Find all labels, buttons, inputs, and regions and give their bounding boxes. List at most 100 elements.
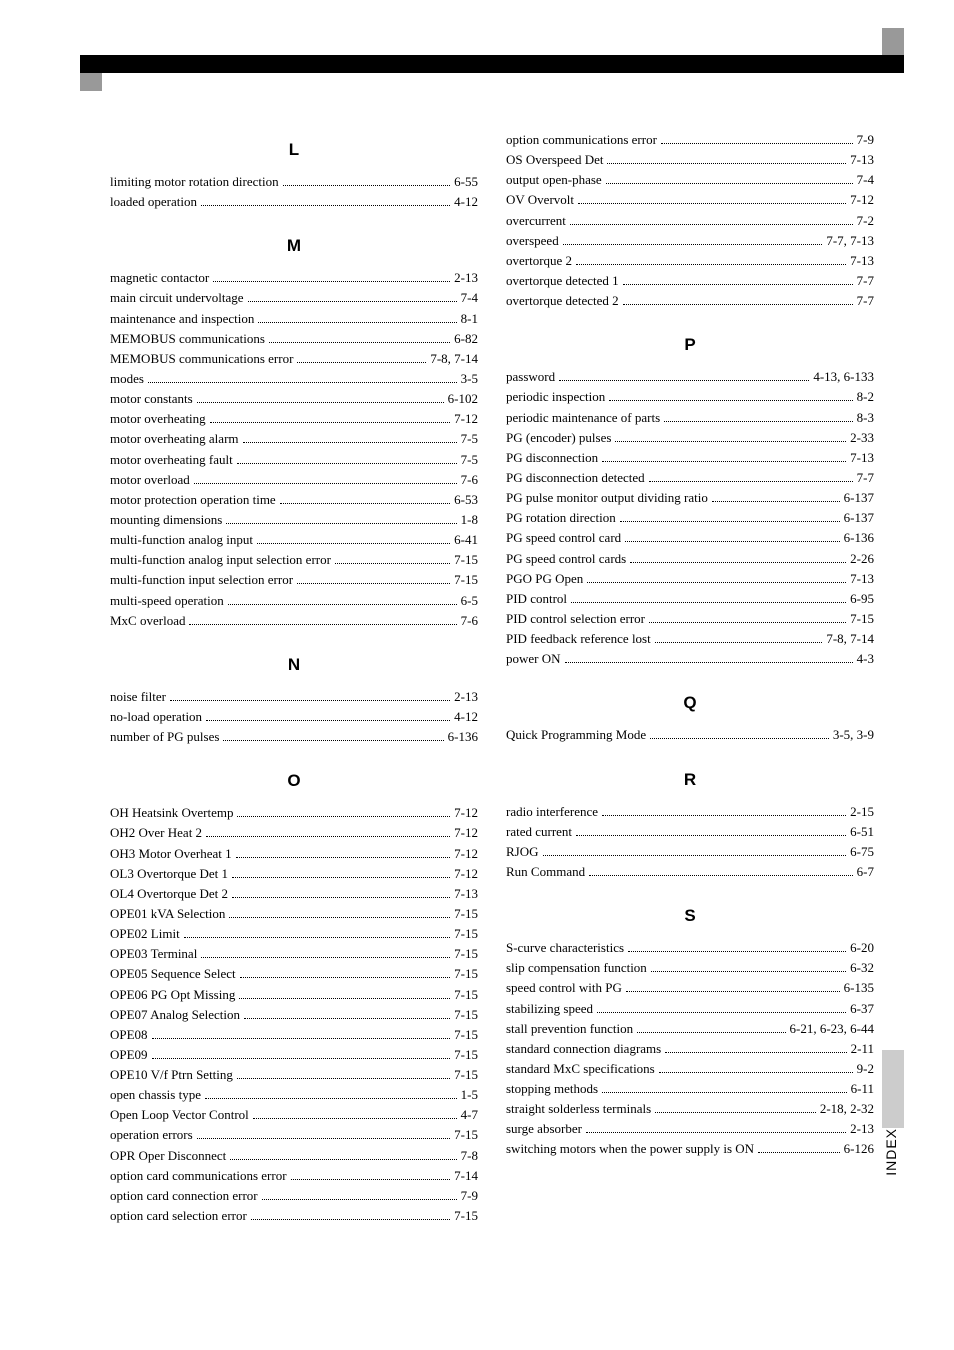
- index-entry-page: 6-5: [461, 591, 478, 611]
- index-entry: straight solderless terminals2-18, 2-32: [506, 1099, 874, 1119]
- index-entry-label: OPE05 Sequence Select: [110, 964, 236, 984]
- index-entry-page: 7-7, 7-13: [826, 231, 874, 251]
- index-entry-page: 6-51: [850, 822, 874, 842]
- index-entry-page: 6-137: [844, 488, 874, 508]
- index-entry: noise filter2-13: [110, 687, 478, 707]
- index-entry-label: option card connection error: [110, 1186, 258, 1206]
- index-entry: option card communications error7-14: [110, 1166, 478, 1186]
- index-entry-page: 8-3: [857, 408, 874, 428]
- leader-dots: [226, 523, 456, 524]
- index-entry: PID feedback reference lost7-8, 7-14: [506, 629, 874, 649]
- leader-dots: [197, 1138, 450, 1139]
- index-entry-label: open chassis type: [110, 1085, 201, 1105]
- index-entry-label: MEMOBUS communications error: [110, 349, 293, 369]
- index-entry: OPE06 PG Opt Missing7-15: [110, 985, 478, 1005]
- index-entry: OPE02 Limit7-15: [110, 924, 478, 944]
- section-letter: P: [506, 335, 874, 355]
- index-entry-label: MxC overload: [110, 611, 185, 631]
- index-entry: mounting dimensions1-8: [110, 510, 478, 530]
- index-entry-label: noise filter: [110, 687, 166, 707]
- index-entry: PID control6-95: [506, 589, 874, 609]
- index-entry-page: 8-2: [857, 387, 874, 407]
- leader-dots: [253, 1118, 457, 1119]
- index-entry: Quick Programming Mode3-5, 3-9: [506, 725, 874, 745]
- leader-dots: [237, 463, 457, 464]
- leader-dots: [628, 951, 846, 952]
- leader-dots: [148, 382, 457, 383]
- index-entry-page: 7-6: [461, 470, 478, 490]
- leader-dots: [240, 977, 451, 978]
- index-entry: no-load operation4-12: [110, 707, 478, 727]
- index-entry-page: 7-15: [454, 550, 478, 570]
- index-entry: open chassis type1-5: [110, 1085, 478, 1105]
- index-entry-page: 6-37: [850, 999, 874, 1019]
- index-entry-label: motor constants: [110, 389, 193, 409]
- index-entry-label: Quick Programming Mode: [506, 725, 646, 745]
- index-entry-label: password: [506, 367, 555, 387]
- leader-dots: [244, 1018, 450, 1019]
- index-entry-label: OV Overvolt: [506, 190, 574, 210]
- leader-dots: [712, 501, 840, 502]
- index-entry-page: 7-12: [454, 864, 478, 884]
- index-entry-page: 6-102: [448, 389, 478, 409]
- leader-dots: [597, 1012, 846, 1013]
- index-entry: stall prevention function6-21, 6-23, 6-4…: [506, 1019, 874, 1039]
- index-entry-label: OH3 Motor Overheat 1: [110, 844, 232, 864]
- header-bar: [80, 55, 904, 73]
- index-entry: OH2 Over Heat 27-12: [110, 823, 478, 843]
- index-entry-label: motor protection operation time: [110, 490, 276, 510]
- leader-dots: [576, 835, 846, 836]
- index-entry-page: 7-13: [454, 884, 478, 904]
- section-letter: Q: [506, 693, 874, 713]
- leader-dots: [248, 301, 457, 302]
- index-entry-label: OS Overspeed Det: [506, 150, 603, 170]
- leader-dots: [630, 562, 846, 563]
- index-entry: periodic inspection8-2: [506, 387, 874, 407]
- index-entry: periodic maintenance of parts 8-3: [506, 408, 874, 428]
- index-entry-label: stopping methods: [506, 1079, 598, 1099]
- index-entry-label: radio interference: [506, 802, 598, 822]
- index-entry-page: 7-15: [454, 904, 478, 924]
- index-entry: power ON4-3: [506, 649, 874, 669]
- index-entry: stopping methods6-11: [506, 1079, 874, 1099]
- index-entry-label: overcurrent: [506, 211, 566, 231]
- index-entry-page: 7-9: [857, 130, 874, 150]
- index-entry-page: 2-26: [850, 549, 874, 569]
- index-entry: motor overload7-6: [110, 470, 478, 490]
- index-entry-page: 7-5: [461, 450, 478, 470]
- leader-dots: [291, 1179, 451, 1180]
- leader-dots: [665, 1052, 846, 1053]
- leader-dots: [650, 738, 829, 739]
- index-entry-label: motor overheating fault: [110, 450, 233, 470]
- index-entry-page: 7-15: [454, 944, 478, 964]
- leader-dots: [335, 563, 450, 564]
- index-entry-label: Run Command: [506, 862, 585, 882]
- index-entry: motor overheating fault 7-5: [110, 450, 478, 470]
- leader-dots: [189, 624, 456, 625]
- leader-dots: [602, 461, 846, 462]
- index-entry: multi-function input selection error7-15: [110, 570, 478, 590]
- index-entry-page: 7-12: [454, 409, 478, 429]
- section-letter: N: [110, 655, 478, 675]
- leader-dots: [283, 185, 451, 186]
- section-letter: O: [110, 771, 478, 791]
- leader-dots: [230, 1159, 456, 1160]
- index-entry: surge absorber2-13: [506, 1119, 874, 1139]
- index-entry-page: 7-7: [857, 468, 874, 488]
- index-entry-label: RJOG: [506, 842, 539, 862]
- leader-dots: [589, 875, 853, 876]
- index-entry-page: 7-5: [461, 429, 478, 449]
- section-letter: S: [506, 906, 874, 926]
- leader-dots: [237, 816, 450, 817]
- leader-dots: [543, 855, 847, 856]
- index-entry-label: OPR Oper Disconnect: [110, 1146, 226, 1166]
- index-entry: standard MxC specifications9-2: [506, 1059, 874, 1079]
- index-entry-label: periodic maintenance of parts: [506, 408, 660, 428]
- index-entry: OPE01 kVA Selection7-15: [110, 904, 478, 924]
- index-entry: main circuit undervoltage7-4: [110, 288, 478, 308]
- index-entry-page: 6-7: [857, 862, 874, 882]
- index-entry-page: 6-55: [454, 172, 478, 192]
- leader-dots: [243, 442, 457, 443]
- index-entry-label: surge absorber: [506, 1119, 582, 1139]
- leader-dots: [576, 264, 846, 265]
